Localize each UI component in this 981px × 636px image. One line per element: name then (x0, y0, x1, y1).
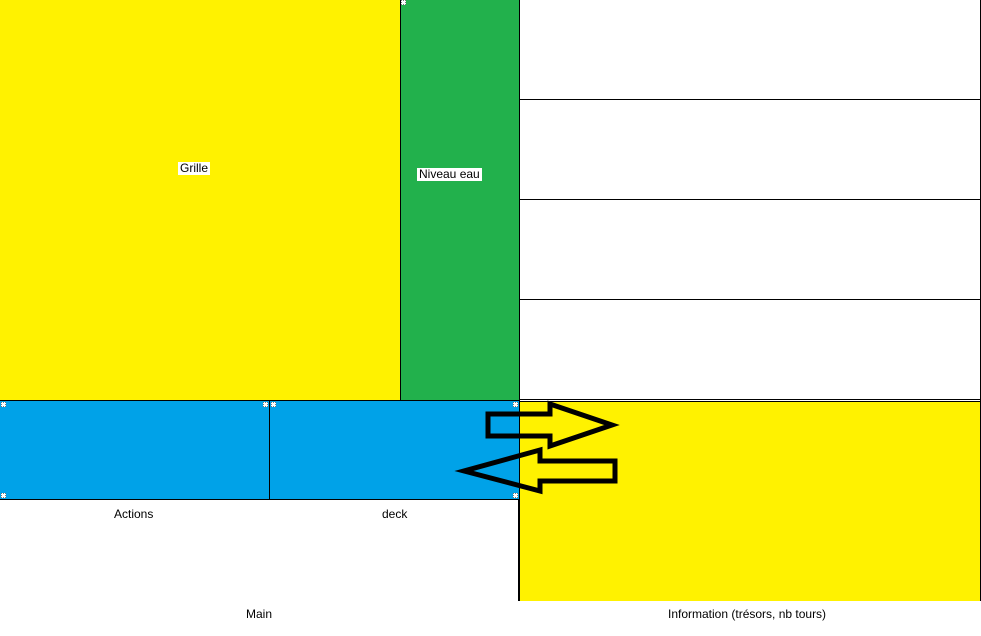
resize-handle-icon (1, 493, 6, 498)
resize-handle-icon (263, 402, 268, 407)
arrow-right-icon (485, 400, 620, 450)
resize-handle-icon (271, 402, 276, 407)
resize-handle-icon (513, 402, 518, 407)
actions-panel (0, 401, 270, 500)
information-label: Information (trésors, nb tours) (668, 607, 827, 621)
deck-label: deck (382, 507, 408, 521)
right-slot-2 (520, 100, 981, 200)
right-slot-4 (520, 300, 981, 400)
resize-handle-icon (401, 0, 406, 5)
main-label: Main (246, 607, 273, 621)
niveau-eau-panel: Niveau eau (401, 0, 520, 401)
actions-label: Actions (114, 507, 154, 521)
deck-panel (270, 401, 519, 500)
resize-handle-icon (513, 493, 518, 498)
exchange-arrows (454, 400, 620, 495)
right-slot-3 (520, 200, 981, 300)
grille-panel: Grille (0, 0, 401, 401)
resize-handle-icon (1, 402, 6, 407)
grille-label: Grille (178, 161, 211, 175)
main-area: Actions deck (0, 500, 519, 601)
niveau-eau-label: Niveau eau (417, 167, 482, 181)
arrow-left-icon (454, 446, 618, 495)
right-slot-1 (520, 0, 981, 100)
information-panel (519, 401, 980, 601)
